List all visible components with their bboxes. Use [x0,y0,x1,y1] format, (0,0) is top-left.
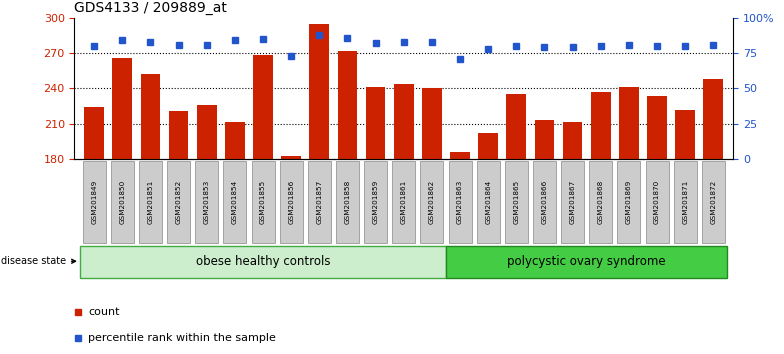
Text: GSM201854: GSM201854 [232,180,238,224]
Text: GSM201872: GSM201872 [710,180,717,224]
FancyBboxPatch shape [364,161,387,244]
Bar [225,121,245,354]
Bar [394,84,414,354]
FancyBboxPatch shape [252,161,274,244]
Text: GSM201864: GSM201864 [485,180,492,224]
Text: GSM201858: GSM201858 [344,180,350,224]
FancyBboxPatch shape [590,161,612,244]
FancyBboxPatch shape [448,161,472,244]
FancyBboxPatch shape [167,161,191,244]
FancyBboxPatch shape [111,161,134,244]
Text: GSM201855: GSM201855 [260,180,266,224]
Text: GSM201851: GSM201851 [147,180,154,224]
Text: GSM201867: GSM201867 [570,180,575,224]
Text: GSM201863: GSM201863 [457,180,463,224]
FancyBboxPatch shape [139,161,162,244]
Text: GSM201866: GSM201866 [542,180,547,224]
Bar [450,152,470,354]
Text: GSM201861: GSM201861 [401,180,407,224]
Text: percentile rank within the sample: percentile rank within the sample [88,333,276,343]
Text: obese healthy controls: obese healthy controls [196,255,330,268]
FancyBboxPatch shape [673,161,697,244]
Text: disease state: disease state [1,256,75,266]
Text: GSM201849: GSM201849 [91,180,97,224]
FancyBboxPatch shape [505,161,528,244]
Text: GSM201857: GSM201857 [316,180,322,224]
Text: GSM201871: GSM201871 [682,180,688,224]
Bar [675,110,695,354]
FancyBboxPatch shape [280,161,303,244]
Bar [366,87,386,354]
FancyBboxPatch shape [336,161,359,244]
Bar [703,79,723,354]
FancyBboxPatch shape [195,161,218,244]
FancyBboxPatch shape [82,161,106,244]
FancyBboxPatch shape [446,246,728,278]
Text: GSM201859: GSM201859 [372,180,379,224]
FancyBboxPatch shape [80,246,446,278]
Text: polycystic ovary syndrome: polycystic ovary syndrome [507,255,666,268]
Bar [140,74,160,354]
Bar [591,92,611,354]
FancyBboxPatch shape [420,161,444,244]
Bar [648,96,667,354]
Bar [535,120,554,354]
Text: GDS4133 / 209889_at: GDS4133 / 209889_at [74,1,227,15]
Bar [422,88,441,354]
FancyBboxPatch shape [477,161,499,244]
Bar [619,87,639,354]
Bar [563,121,583,354]
Text: GSM201868: GSM201868 [597,180,604,224]
Bar [253,56,273,354]
Bar [338,51,358,354]
Text: GSM201870: GSM201870 [654,180,660,224]
FancyBboxPatch shape [561,161,584,244]
FancyBboxPatch shape [533,161,556,244]
Bar [310,24,329,354]
Text: GSM201862: GSM201862 [429,180,435,224]
Bar [112,58,132,354]
Text: GSM201856: GSM201856 [289,180,294,224]
FancyBboxPatch shape [617,161,641,244]
FancyBboxPatch shape [308,161,331,244]
Text: count: count [88,307,120,318]
Text: GSM201852: GSM201852 [176,180,182,224]
FancyBboxPatch shape [645,161,669,244]
FancyBboxPatch shape [392,161,416,244]
Bar [478,133,498,354]
Text: GSM201865: GSM201865 [514,180,519,224]
Bar [85,107,104,354]
Bar [197,105,216,354]
Bar [506,95,526,354]
Text: GSM201853: GSM201853 [204,180,210,224]
FancyBboxPatch shape [223,161,246,244]
Bar [281,156,301,354]
Text: GSM201850: GSM201850 [119,180,125,224]
Bar [169,111,188,354]
Text: GSM201869: GSM201869 [626,180,632,224]
FancyBboxPatch shape [702,161,725,244]
